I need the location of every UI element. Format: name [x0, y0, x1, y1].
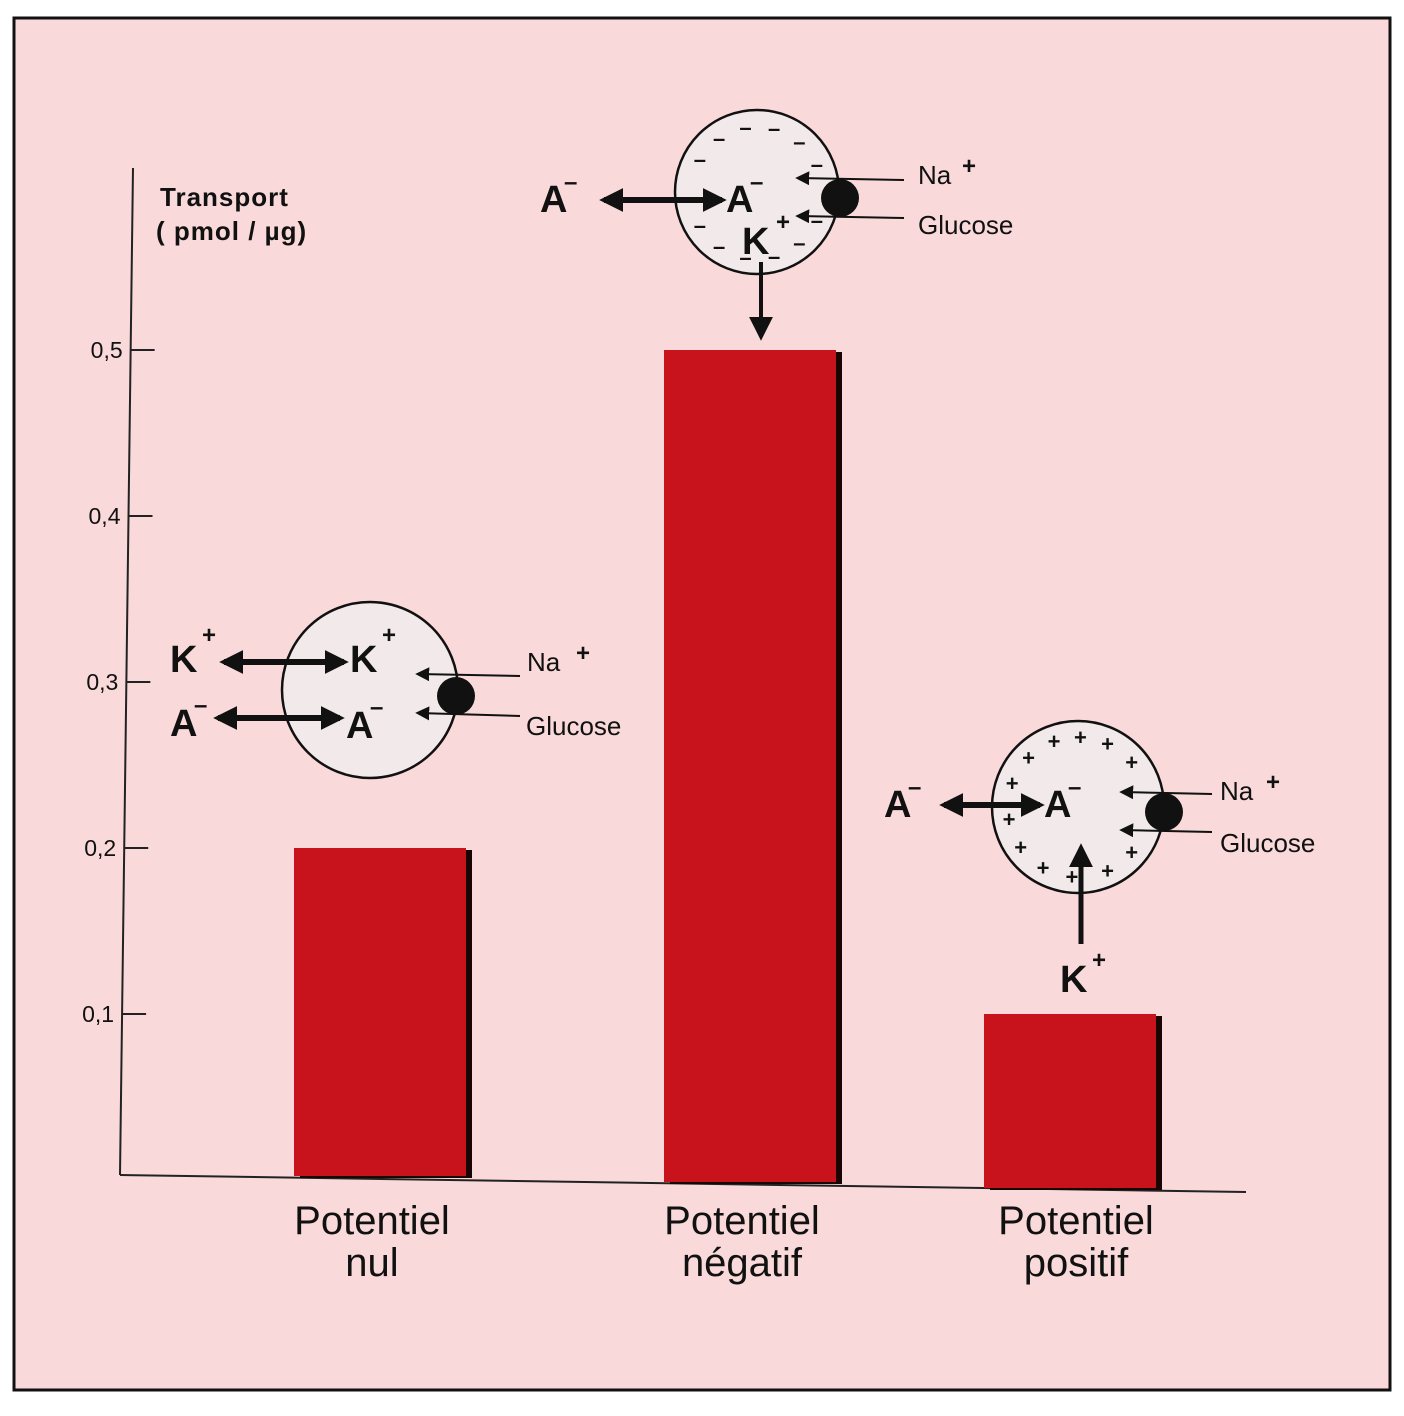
category-labels: PotentielnulPotentielnégatifPotentielpos… [294, 1199, 1154, 1285]
cell-diagram-nul: K + A – K + A – Na + Glucose [170, 600, 621, 780]
bar [984, 1014, 1156, 1188]
na-influx-arrow-negatif [795, 171, 905, 186]
y-axis-label-line1: Transport [160, 182, 289, 212]
outside-a-sup-negatif: – [564, 169, 577, 196]
inside-k-ion: K [350, 639, 378, 681]
inside-a-sup: – [370, 694, 383, 721]
negative-charge: – [739, 245, 751, 270]
outside-a-ion-negatif: A [540, 179, 567, 221]
y-ticks: 0,1 0,2 0,3 0,4 0,5 [82, 337, 155, 1027]
glucose-label-positif: Glucose [1220, 828, 1315, 858]
negative-charge: – [739, 115, 751, 140]
outside-k-sup: + [202, 622, 216, 649]
negative-charge: – [811, 152, 823, 177]
inside-a-sup-negatif: – [750, 169, 763, 196]
na-sup-positif: + [1266, 769, 1280, 796]
na-sup-nul: + [576, 640, 590, 667]
positive-charge: + [1006, 771, 1019, 796]
positive-charge: + [1074, 725, 1087, 750]
glucose-label-nul: Glucose [526, 711, 621, 741]
glucose-influx-arrow-nul [415, 706, 521, 721]
positive-charge: + [1101, 732, 1114, 757]
entering-k-sup: + [1092, 947, 1106, 974]
membrane-negative-charges: ––––––––––––– [685, 115, 823, 270]
category-label-line1: Potentiel [294, 1199, 450, 1243]
positive-charge: + [1048, 729, 1061, 754]
positive-charge: + [1003, 807, 1016, 832]
positive-charge: + [1101, 858, 1114, 883]
category-label-line1: Potentiel [998, 1199, 1154, 1243]
inside-k-ion-negatif: K [742, 221, 770, 263]
na-sup-negatif: + [962, 153, 976, 180]
category-label-line2: nul [345, 1241, 398, 1285]
category-label-line1: Potentiel [664, 1199, 820, 1243]
bar [664, 350, 836, 1182]
y-tick-label: 0,2 [84, 835, 116, 861]
y-tick-label: 0,1 [82, 1001, 114, 1027]
cotransporter-dot-nul [437, 677, 475, 715]
cell-diagram-positif: +++ + ++++++++ A – A – K + Na + Glucose [884, 719, 1315, 1001]
negative-charge: – [793, 129, 805, 154]
inside-a-ion-positif: A [1044, 784, 1071, 826]
inside-a-ion-negatif: A [726, 179, 753, 221]
positive-charge: + [1125, 750, 1138, 775]
cotransporter-dot-positif [1145, 793, 1183, 831]
negative-charge: – [768, 116, 780, 141]
bars [294, 350, 1162, 1190]
negative-charge: – [811, 208, 823, 233]
glucose-label-negatif: Glucose [918, 210, 1013, 240]
outside-a-sup: – [194, 692, 207, 719]
cell-diagram-negatif: ––––––––––––– A – A – K + Na + Glucose [540, 108, 1013, 341]
cotransporter-dot-negatif [821, 179, 859, 217]
inside-k-sup-negatif: + [776, 209, 790, 236]
inside-a-ion: A [346, 705, 373, 747]
positive-charge: + [1125, 840, 1138, 865]
na-label-nul: Na [527, 647, 561, 677]
positive-charge: + [1037, 856, 1050, 881]
outside-a-ion: A [170, 703, 197, 745]
y-axis-label-line2: ( pmol / µg) [156, 216, 307, 246]
negative-charge: – [793, 231, 805, 256]
membrane-positive-charges: +++ + ++++++++ [1003, 725, 1138, 890]
glucose-influx-arrow-positif [1119, 823, 1213, 838]
na-influx-arrow-nul [415, 667, 521, 682]
na-label-positif: Na [1220, 776, 1254, 806]
y-tick-label: 0,5 [91, 337, 123, 363]
negative-charge: – [768, 244, 780, 269]
positive-charge: + [1014, 835, 1027, 860]
outside-a-sup-positif: – [908, 774, 921, 801]
negative-charge: – [694, 213, 706, 238]
positive-charge: + [1022, 746, 1035, 771]
outside-k-ion: K [170, 639, 198, 681]
outside-a-ion-positif: A [884, 784, 911, 826]
bar [294, 848, 466, 1176]
entering-k-ion: K [1060, 959, 1088, 1001]
inside-k-sup: + [382, 622, 396, 649]
positive-charge: + [1065, 865, 1078, 890]
category-label-line2: négatif [682, 1241, 803, 1285]
negative-charge: – [713, 126, 725, 151]
y-tick-label: 0,3 [86, 669, 118, 695]
y-axis-line [119, 167, 134, 1176]
negative-charge: – [694, 147, 706, 172]
y-tick-label: 0,4 [89, 503, 121, 529]
category-label-line2: positif [1024, 1241, 1129, 1285]
inside-a-sup-positif: – [1068, 774, 1081, 801]
glucose-influx-arrow-negatif [795, 209, 905, 224]
na-label-negatif: Na [918, 160, 952, 190]
negative-charge: – [713, 234, 725, 259]
cell-circle-nul [280, 600, 460, 780]
na-influx-arrow-positif [1119, 785, 1213, 800]
